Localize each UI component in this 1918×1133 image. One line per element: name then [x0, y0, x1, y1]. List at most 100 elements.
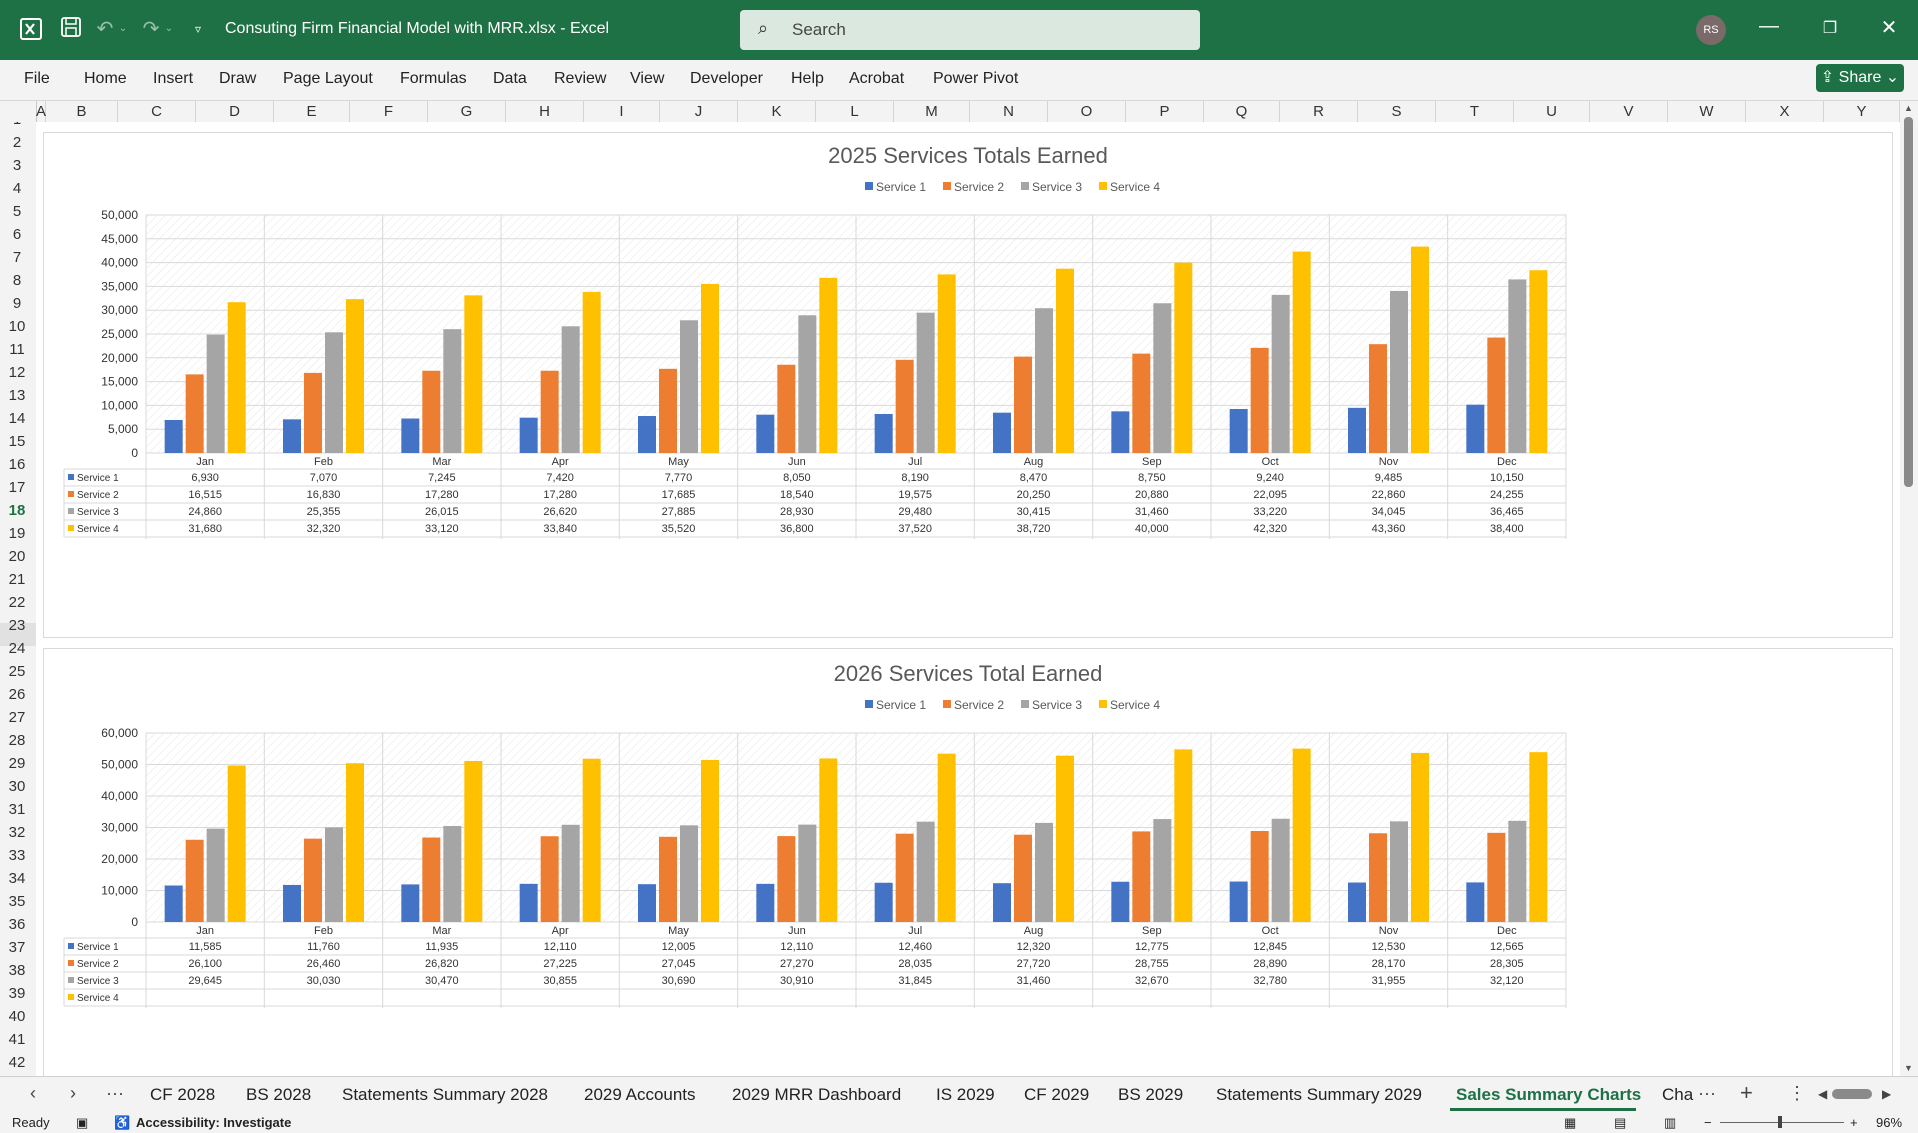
redo-dropdown-icon[interactable]: ⌄: [164, 23, 174, 34]
menu-formulas[interactable]: Formulas: [400, 70, 467, 87]
menu-page-layout[interactable]: Page Layout: [283, 70, 373, 87]
column-header-s[interactable]: S: [1358, 101, 1436, 122]
hscroll-thumb[interactable]: [1832, 1089, 1872, 1099]
row-header-40[interactable]: 40: [8, 1008, 26, 1025]
scroll-down-icon[interactable]: ▼: [1904, 1063, 1913, 1073]
column-header-t[interactable]: T: [1436, 101, 1514, 122]
row-header-39[interactable]: 39: [8, 985, 26, 1002]
customize-toolbar-icon[interactable]: ▿: [194, 22, 202, 36]
select-all-corner[interactable]: [0, 101, 37, 122]
menu-power-pivot[interactable]: Power Pivot: [933, 70, 1019, 87]
row-header-12[interactable]: 12: [8, 364, 26, 381]
column-header-c[interactable]: C: [118, 101, 196, 122]
row-header-41[interactable]: 41: [8, 1031, 26, 1048]
column-header-e[interactable]: E: [274, 101, 350, 122]
menu-home[interactable]: Home: [84, 70, 127, 87]
save-icon[interactable]: [58, 16, 84, 42]
column-header-k[interactable]: K: [738, 101, 816, 122]
column-header-g[interactable]: G: [428, 101, 506, 122]
macro-record-icon[interactable]: ▣: [76, 1115, 89, 1130]
menu-help[interactable]: Help: [791, 70, 824, 87]
row-header-24[interactable]: 24: [8, 640, 26, 657]
row-header-26[interactable]: 26: [8, 686, 26, 703]
row-header-23[interactable]: 23: [8, 617, 26, 634]
row-header-27[interactable]: 27: [8, 709, 26, 726]
page-break-view-icon[interactable]: ▥: [1664, 1115, 1677, 1130]
menu-data[interactable]: Data: [493, 70, 527, 87]
row-header-20[interactable]: 20: [8, 548, 26, 565]
row-header-30[interactable]: 30: [8, 778, 26, 795]
column-header-p[interactable]: P: [1126, 101, 1204, 122]
zoom-slider-thumb[interactable]: [1778, 1116, 1782, 1128]
sheet-tab-bs-2029[interactable]: BS 2029: [1118, 1085, 1184, 1104]
menu-draw[interactable]: Draw: [219, 70, 257, 87]
more-tabs-right-icon[interactable]: ···: [1698, 1083, 1716, 1103]
row-header-2[interactable]: 2: [12, 134, 22, 151]
more-tabs-icon[interactable]: ···: [106, 1083, 124, 1103]
add-sheet-icon[interactable]: +: [1740, 1080, 1753, 1105]
tab-next-icon[interactable]: ›: [70, 1083, 76, 1103]
column-header-q[interactable]: Q: [1204, 101, 1280, 122]
sheet-tab-is-2029[interactable]: IS 2029: [936, 1085, 995, 1104]
column-header-u[interactable]: U: [1514, 101, 1590, 122]
search-box[interactable]: ⌕ Search: [740, 10, 1200, 50]
column-header-i[interactable]: I: [584, 101, 660, 122]
row-header-6[interactable]: 6: [12, 226, 22, 243]
row-header-8[interactable]: 8: [12, 272, 22, 289]
chart-2026[interactable]: 2026 Services Total Earned Service 1 Servi…: [43, 648, 1893, 1076]
sheet-tab-2029-mrr-dashboard[interactable]: 2029 MRR Dashboard: [732, 1085, 902, 1104]
sheet-options-icon[interactable]: ⋮: [1788, 1083, 1806, 1103]
column-header-r[interactable]: R: [1280, 101, 1358, 122]
hscroll-left-icon[interactable]: ◀: [1818, 1087, 1828, 1101]
row-header-9[interactable]: 9: [12, 295, 22, 312]
sheet-tab-statements-summary-2029[interactable]: Statements Summary 2029: [1216, 1085, 1422, 1104]
sheet-tab-bs-2028[interactable]: BS 2028: [246, 1085, 312, 1104]
row-header-17[interactable]: 17: [8, 479, 26, 496]
row-header-28[interactable]: 28: [8, 732, 26, 749]
sheet-tab-sales-summary-charts[interactable]: Sales Summary Charts: [1456, 1085, 1642, 1104]
menu-developer[interactable]: Developer: [690, 70, 763, 87]
minimize-icon[interactable]: —: [1759, 15, 1779, 37]
row-header-1[interactable]: 1: [0, 122, 34, 128]
column-header-m[interactable]: M: [894, 101, 970, 122]
undo-icon[interactable]: ↶: [96, 18, 114, 40]
row-header-5[interactable]: 5: [12, 203, 22, 220]
sheet-tab-cf-2028[interactable]: CF 2028: [150, 1085, 216, 1104]
row-header-33[interactable]: 33: [8, 847, 26, 864]
menu-review[interactable]: Review: [554, 70, 607, 87]
row-header-32[interactable]: 32: [8, 824, 26, 841]
column-header-j[interactable]: J: [660, 101, 738, 122]
sheet-tab-cha[interactable]: Cha: [1662, 1085, 1694, 1104]
close-icon[interactable]: ✕: [1880, 17, 1898, 39]
chart-2025[interactable]: 2025 Services Totals Earned Service 1 Serv…: [43, 132, 1893, 638]
row-header-15[interactable]: 15: [8, 433, 26, 450]
zoom-level[interactable]: 96%: [1876, 1115, 1903, 1130]
zoom-out-icon[interactable]: −: [1704, 1115, 1712, 1130]
accessibility-status[interactable]: Accessibility: Investigate: [136, 1115, 292, 1130]
row-header-22[interactable]: 22: [8, 594, 26, 611]
column-header-f[interactable]: F: [350, 101, 428, 122]
zoom-in-icon[interactable]: +: [1850, 1115, 1858, 1130]
sheet-tab-cf-2029[interactable]: CF 2029: [1024, 1085, 1090, 1104]
row-header-25[interactable]: 25: [8, 663, 26, 680]
row-header-7[interactable]: 7: [12, 249, 22, 266]
menu-acrobat[interactable]: Acrobat: [849, 70, 905, 87]
page-layout-view-icon[interactable]: ▤: [1614, 1115, 1627, 1130]
restore-icon[interactable]: ❐: [1822, 20, 1838, 37]
row-header-16[interactable]: 16: [8, 456, 26, 473]
column-header-l[interactable]: L: [816, 101, 894, 122]
avatar[interactable]: RS: [1696, 15, 1726, 45]
sheet-tab-2029-accounts[interactable]: 2029 Accounts: [584, 1085, 696, 1104]
menu-view[interactable]: View: [630, 70, 665, 87]
worksheet-grid[interactable]: 2025 Services Totals Earned Service 1 Serv…: [36, 122, 1900, 1076]
row-header-10[interactable]: 10: [8, 318, 26, 335]
normal-view-icon[interactable]: ▦: [1564, 1115, 1577, 1130]
row-header-34[interactable]: 34: [8, 870, 26, 887]
zoom-slider[interactable]: [1720, 1122, 1844, 1123]
column-header-b[interactable]: B: [46, 101, 118, 122]
column-header-w[interactable]: W: [1668, 101, 1746, 122]
row-header-19[interactable]: 19: [8, 525, 26, 542]
column-header-y[interactable]: Y: [1824, 101, 1900, 122]
row-header-3[interactable]: 3: [12, 157, 22, 174]
row-header-37[interactable]: 37: [8, 939, 26, 956]
